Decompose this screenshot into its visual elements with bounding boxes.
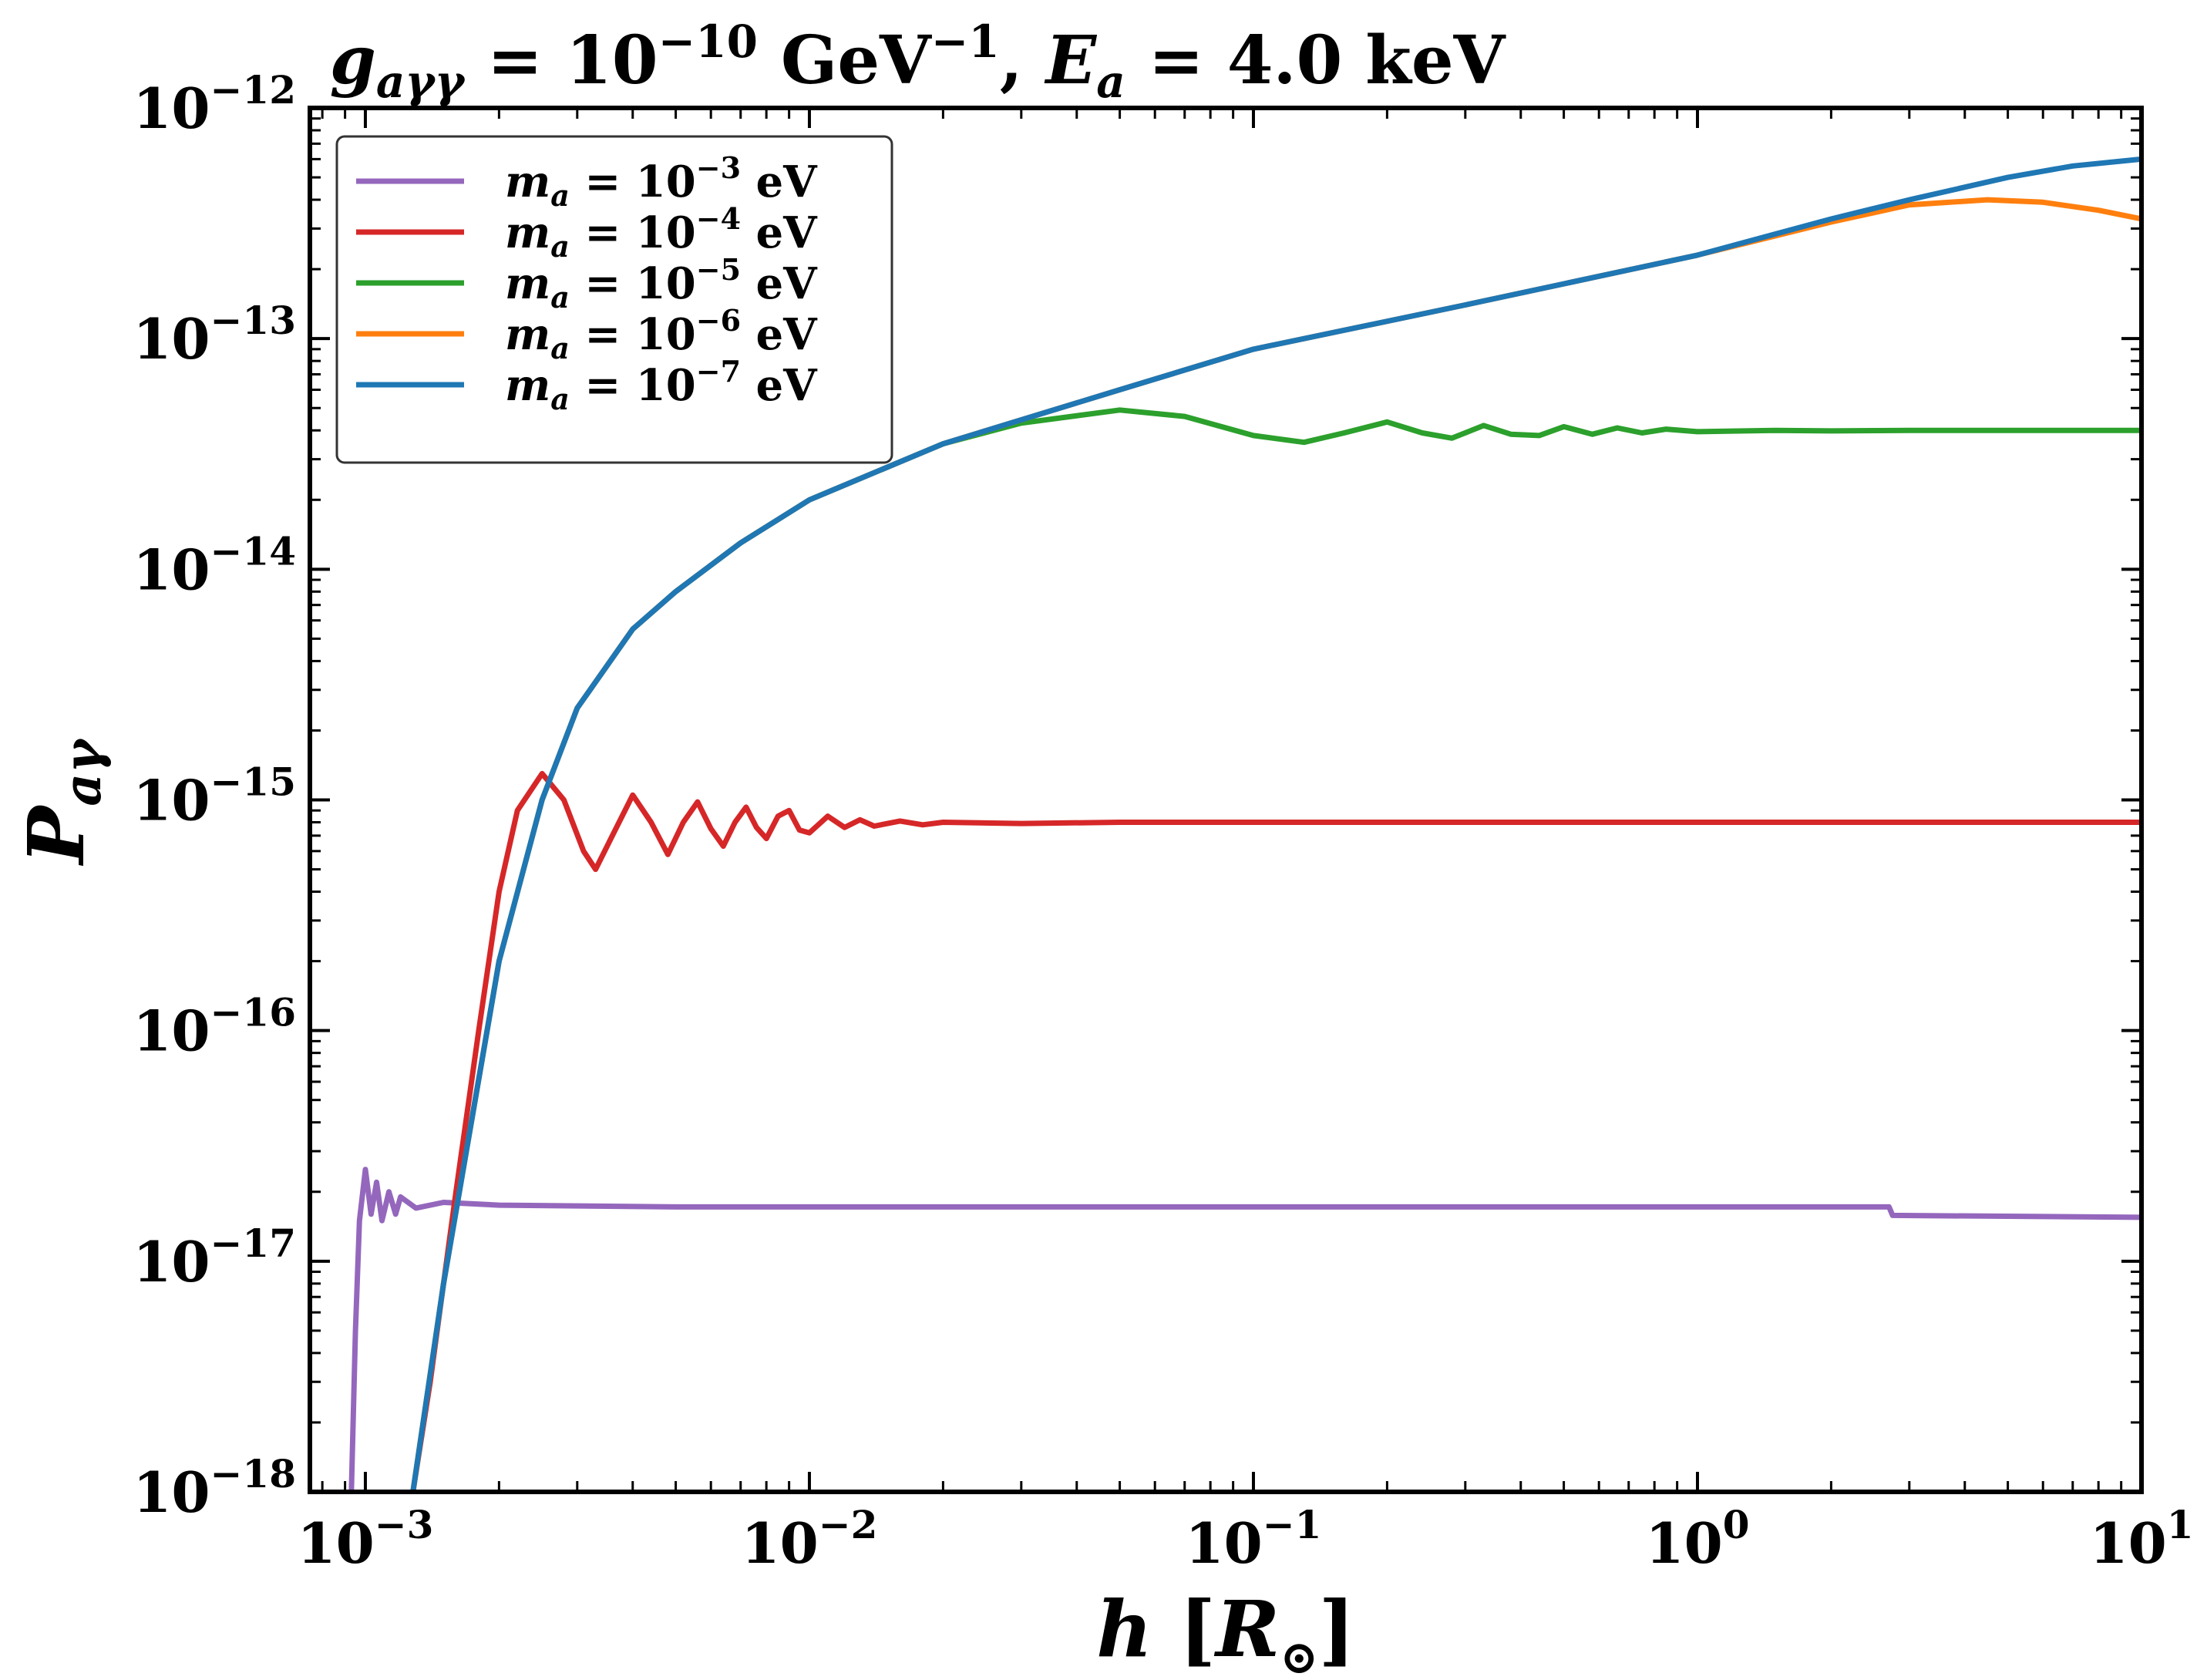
legend-label-1: ma = 10−3 eV: [505, 150, 818, 213]
legend-label-3: ma = 10−5 eV: [505, 252, 818, 315]
x-tick-label: 101: [2090, 1502, 2194, 1576]
series-line-2: [410, 770, 2141, 1492]
plot-frame: [308, 106, 2144, 1494]
series-line-1: [348, 1167, 2141, 1492]
chart-title: gaγγ = 10−10 GeV−1, Ea = 4.0 keV: [330, 15, 1506, 108]
legend-label-2: ma = 10−4 eV: [505, 201, 818, 264]
series-line-3: [410, 407, 2141, 1492]
legend-label-5: ma = 10−7 eV: [505, 354, 818, 416]
x-tick-label: 10−2: [742, 1502, 878, 1576]
y-tick-label: 10−13: [133, 298, 296, 372]
x-tick-label: 10−1: [1186, 1502, 1322, 1576]
y-tick-label: 10−12: [133, 67, 296, 141]
legend-box: [335, 135, 893, 464]
y-axis-label: Paγ: [11, 737, 113, 867]
y-tick-label: 10−16: [133, 990, 296, 1064]
y-tick-label: 10−17: [133, 1220, 296, 1295]
y-tick-label: 10−18: [133, 1451, 296, 1525]
legend-label-4: ma = 10−6 eV: [505, 303, 818, 365]
series-layer: [348, 156, 2141, 1492]
series-line-5: [410, 156, 2141, 1492]
x-tick-label: 10−3: [298, 1502, 434, 1576]
y-tick-label: 10−15: [133, 759, 296, 833]
x-tick-label: 100: [1645, 1502, 1749, 1576]
tick-labels: 10−3 10−2 10−1 100 101 10−18 10−17 10−16 10−15 10…: [133, 67, 2193, 1576]
y-tick-label: 10−14: [133, 528, 296, 602]
x-axis-label: h [R⊙]: [1096, 1584, 1355, 1680]
